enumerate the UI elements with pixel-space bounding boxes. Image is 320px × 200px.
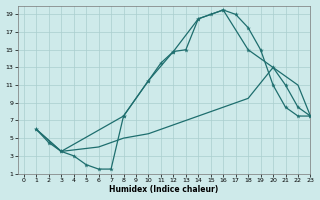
X-axis label: Humidex (Indice chaleur): Humidex (Indice chaleur) (109, 185, 219, 194)
